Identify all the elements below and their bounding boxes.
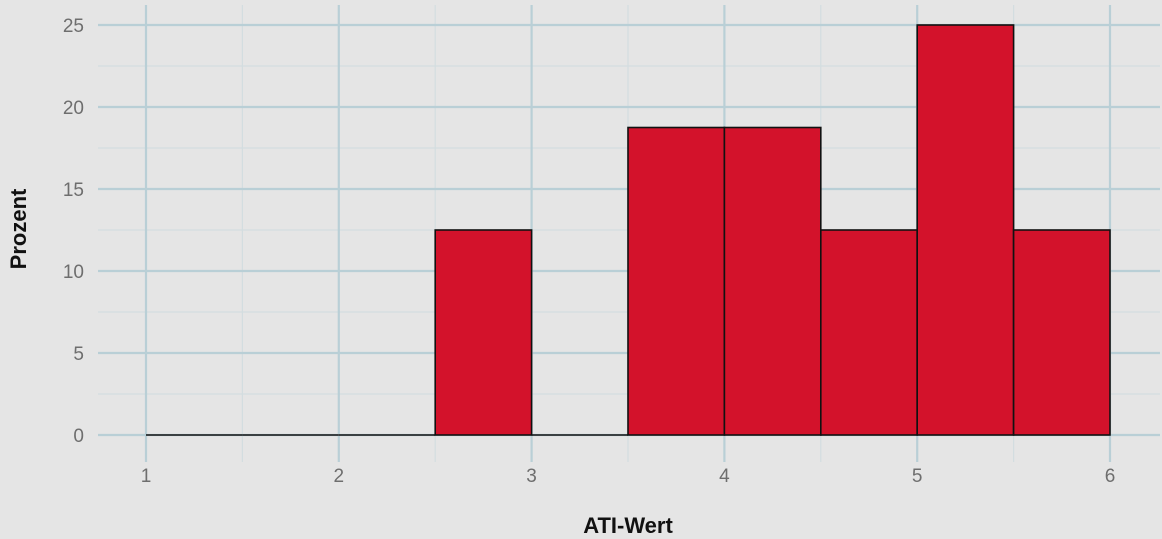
x-tick-label: 3 bbox=[526, 466, 537, 487]
x-tick-label: 1 bbox=[141, 466, 152, 487]
x-tick-label: 4 bbox=[719, 466, 730, 487]
y-tick-label: 0 bbox=[73, 426, 84, 447]
histogram-bar bbox=[821, 230, 917, 435]
y-tick-label: 10 bbox=[63, 262, 84, 283]
histogram-bar bbox=[628, 128, 724, 436]
y-tick-label: 5 bbox=[73, 344, 84, 365]
x-axis-title: ATI-Wert bbox=[583, 513, 673, 538]
histogram-bar bbox=[435, 230, 531, 435]
histogram-bar bbox=[724, 128, 820, 436]
x-tick-label: 5 bbox=[912, 466, 923, 487]
y-tick-labels: 0 5 10 15 20 25 bbox=[63, 16, 84, 447]
x-tick-labels: 1 2 3 4 5 6 bbox=[141, 466, 1116, 487]
x-tick-label: 6 bbox=[1105, 466, 1116, 487]
y-tick-label: 25 bbox=[63, 16, 84, 37]
y-axis-title: Prozent bbox=[6, 188, 31, 269]
histogram-bar bbox=[1014, 230, 1110, 435]
y-tick-label: 20 bbox=[63, 98, 84, 119]
histogram-bar bbox=[917, 25, 1013, 435]
y-tick-label: 15 bbox=[63, 180, 84, 201]
x-tick-label: 2 bbox=[334, 466, 345, 487]
